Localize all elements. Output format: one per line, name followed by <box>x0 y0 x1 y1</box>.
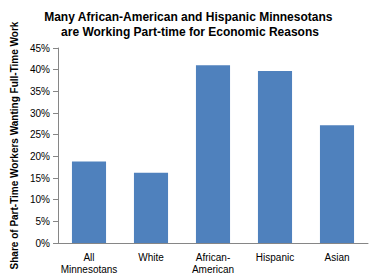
svg-text:Many African-American and Hisp: Many African-American and Hispanic Minne… <box>44 10 336 24</box>
svg-text:White: White <box>138 252 164 263</box>
svg-text:40%: 40% <box>30 64 50 75</box>
svg-text:All: All <box>83 252 94 263</box>
svg-text:5%: 5% <box>36 216 51 227</box>
svg-text:Minnesotans: Minnesotans <box>61 264 118 275</box>
svg-text:15%: 15% <box>30 173 50 184</box>
svg-text:American: American <box>192 264 234 275</box>
svg-text:35%: 35% <box>30 86 50 97</box>
svg-text:45%: 45% <box>30 43 50 54</box>
svg-text:10%: 10% <box>30 194 50 205</box>
svg-text:30%: 30% <box>30 108 50 119</box>
svg-text:Asian: Asian <box>324 252 349 263</box>
svg-text:25%: 25% <box>30 129 50 140</box>
svg-text:20%: 20% <box>30 151 50 162</box>
svg-text:0%: 0% <box>36 238 51 249</box>
svg-text:Hispanic: Hispanic <box>256 252 294 263</box>
svg-text:Share of Part-Time Workers Wan: Share of Part-Time Workers Wanting Full-… <box>9 21 20 269</box>
svg-text:are Working Part-time for Econ: are Working Part-time for Economic Reaso… <box>61 25 319 39</box>
svg-text:African-: African- <box>196 252 230 263</box>
